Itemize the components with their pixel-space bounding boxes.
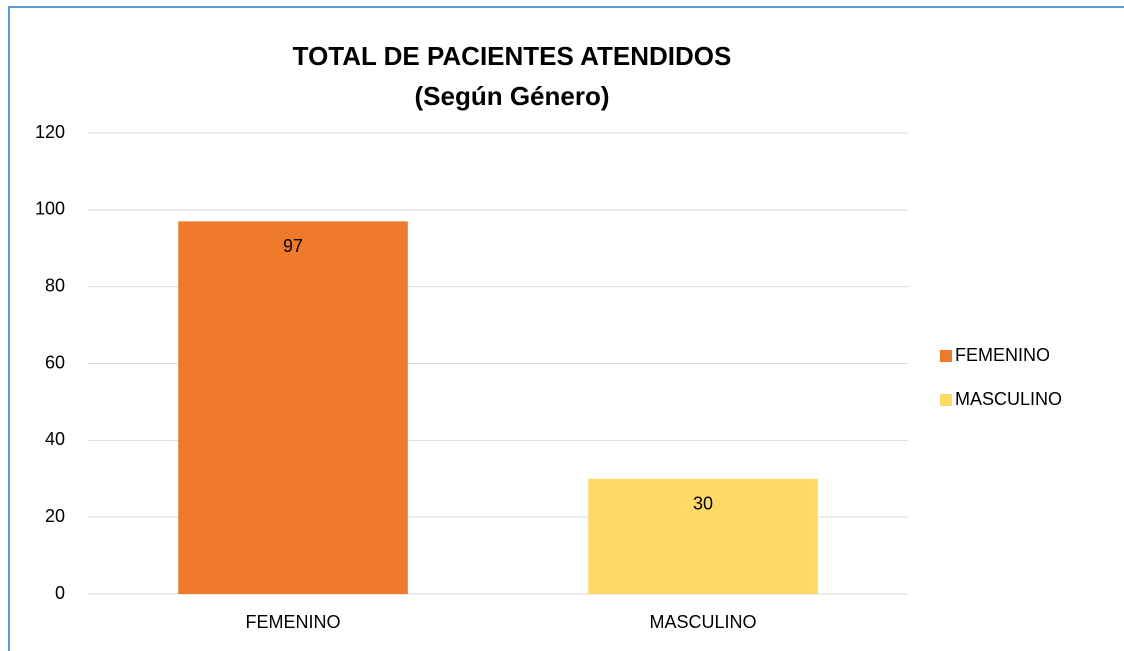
legend-swatch: [940, 394, 952, 406]
y-tick-label: 40: [45, 429, 65, 449]
y-tick-label: 80: [45, 275, 65, 295]
value-label: 30: [693, 494, 713, 514]
y-tick-label: 120: [35, 122, 65, 142]
legend-label: FEMENINO: [955, 345, 1050, 365]
legend-label: MASCULINO: [955, 389, 1062, 409]
legend-swatch: [940, 350, 952, 362]
bar: [588, 478, 818, 594]
y-tick-label: 0: [55, 583, 65, 603]
frame: [8, 6, 1124, 651]
y-tick-label: 60: [45, 352, 65, 372]
chart-title: TOTAL DE PACIENTES ATENDIDOS: [293, 41, 732, 71]
y-tick-label: 20: [45, 506, 65, 526]
y-tick-label: 100: [35, 199, 65, 219]
value-label: 97: [283, 236, 303, 256]
x-tick-label: MASCULINO: [649, 612, 756, 632]
chart-subtitle: (Según Género): [414, 81, 609, 111]
x-tick-label: FEMENINO: [245, 612, 340, 632]
bar: [178, 221, 408, 594]
